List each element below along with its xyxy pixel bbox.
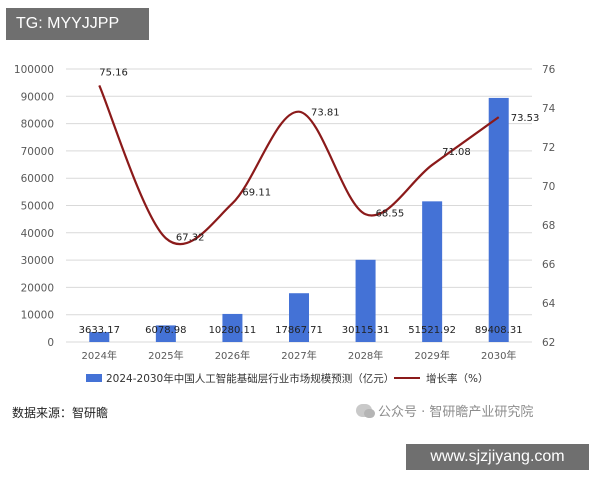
bar-value-label: 30115.31 [342, 325, 390, 336]
growth-value-label: 75.16 [99, 67, 128, 78]
left-tick-label: 30000 [21, 255, 54, 267]
right-tick-label: 64 [542, 298, 556, 310]
bar-value-label: 10280.11 [209, 325, 257, 336]
left-tick-label: 70000 [21, 146, 54, 158]
x-tick-label: 2029年 [414, 349, 449, 362]
right-tick-label: 66 [542, 259, 556, 271]
x-axis-ticks: 2024年 2025年 2026年 2027年 2028年 2029年 2030年 [82, 349, 517, 362]
left-tick-label: 80000 [21, 119, 54, 131]
bar [289, 293, 309, 342]
growth-value-label: 67.32 [176, 232, 205, 243]
top-watermark: TG: MYYJJPP [6, 8, 149, 40]
legend-line-label: 增长率（%） [426, 372, 488, 385]
right-axis-ticks: 62 64 66 68 70 72 74 76 [542, 64, 556, 349]
right-tick-label: 72 [542, 142, 555, 154]
bar [355, 259, 376, 342]
legend: 2024-2030年中国人工智能基础层行业市场规模预测（亿元） 增长率（%） [86, 372, 488, 385]
left-tick-label: 90000 [21, 91, 54, 103]
left-tick-label: 60000 [21, 173, 54, 185]
bar-series [89, 97, 509, 342]
x-tick-label: 2025年 [148, 349, 183, 362]
left-tick-label: 20000 [21, 282, 54, 294]
growth-value-label: 73.81 [311, 108, 340, 119]
bar [155, 325, 176, 342]
bar-value-label: 6078.98 [145, 325, 186, 336]
bar [89, 332, 110, 342]
x-tick-label: 2030年 [481, 349, 516, 362]
left-tick-label: 50000 [21, 201, 54, 213]
left-tick-label: 10000 [21, 310, 54, 322]
x-tick-label: 2027年 [281, 349, 316, 362]
legend-bar-label: 2024-2030年中国人工智能基础层行业市场规模预测（亿元） [106, 372, 394, 385]
growth-value-label: 69.11 [242, 187, 271, 198]
url-banner[interactable]: www.sjzjiyang.com [406, 444, 589, 470]
left-tick-label: 0 [47, 337, 54, 349]
growth-value-label: 71.08 [442, 147, 471, 158]
x-tick-label: 2024年 [82, 349, 117, 362]
source-note: 数据来源：智研瞻 [12, 406, 109, 420]
right-tick-label: 62 [542, 337, 555, 349]
right-tick-label: 76 [542, 64, 556, 76]
bar-value-label: 89408.31 [475, 325, 523, 336]
wechat-watermark: 公众号 · 智研瞻产业研究院 [356, 401, 533, 420]
left-axis-ticks: 0 10000 20000 30000 40000 50000 60000 70000 8000… [14, 64, 54, 349]
growth-value-label: 73.53 [511, 113, 540, 124]
data-labels: 3633.17 6078.98 10280.11 17867.71 30115.31 51… [79, 67, 540, 336]
grid-lines [66, 68, 532, 343]
x-tick-label: 2028年 [348, 349, 383, 362]
wechat-watermark-text: 公众号 · 智研瞻产业研究院 [378, 405, 534, 420]
right-tick-label: 70 [542, 181, 555, 193]
left-tick-label: 100000 [14, 64, 54, 76]
bar [488, 97, 509, 342]
bar [422, 201, 443, 342]
bar-value-label: 17867.71 [275, 325, 323, 336]
left-tick-label: 40000 [21, 228, 54, 240]
legend-bar-swatch [86, 374, 102, 382]
growth-line [98, 84, 500, 246]
right-tick-label: 74 [542, 103, 556, 115]
wechat-icon [356, 404, 375, 418]
bar-value-label: 3633.17 [79, 325, 120, 336]
growth-line-series [98, 84, 500, 246]
right-tick-label: 68 [542, 220, 555, 232]
bar [222, 313, 243, 342]
x-tick-label: 2026年 [215, 349, 250, 362]
growth-value-label: 68.55 [376, 208, 405, 219]
bar-value-label: 51521.92 [408, 325, 456, 336]
